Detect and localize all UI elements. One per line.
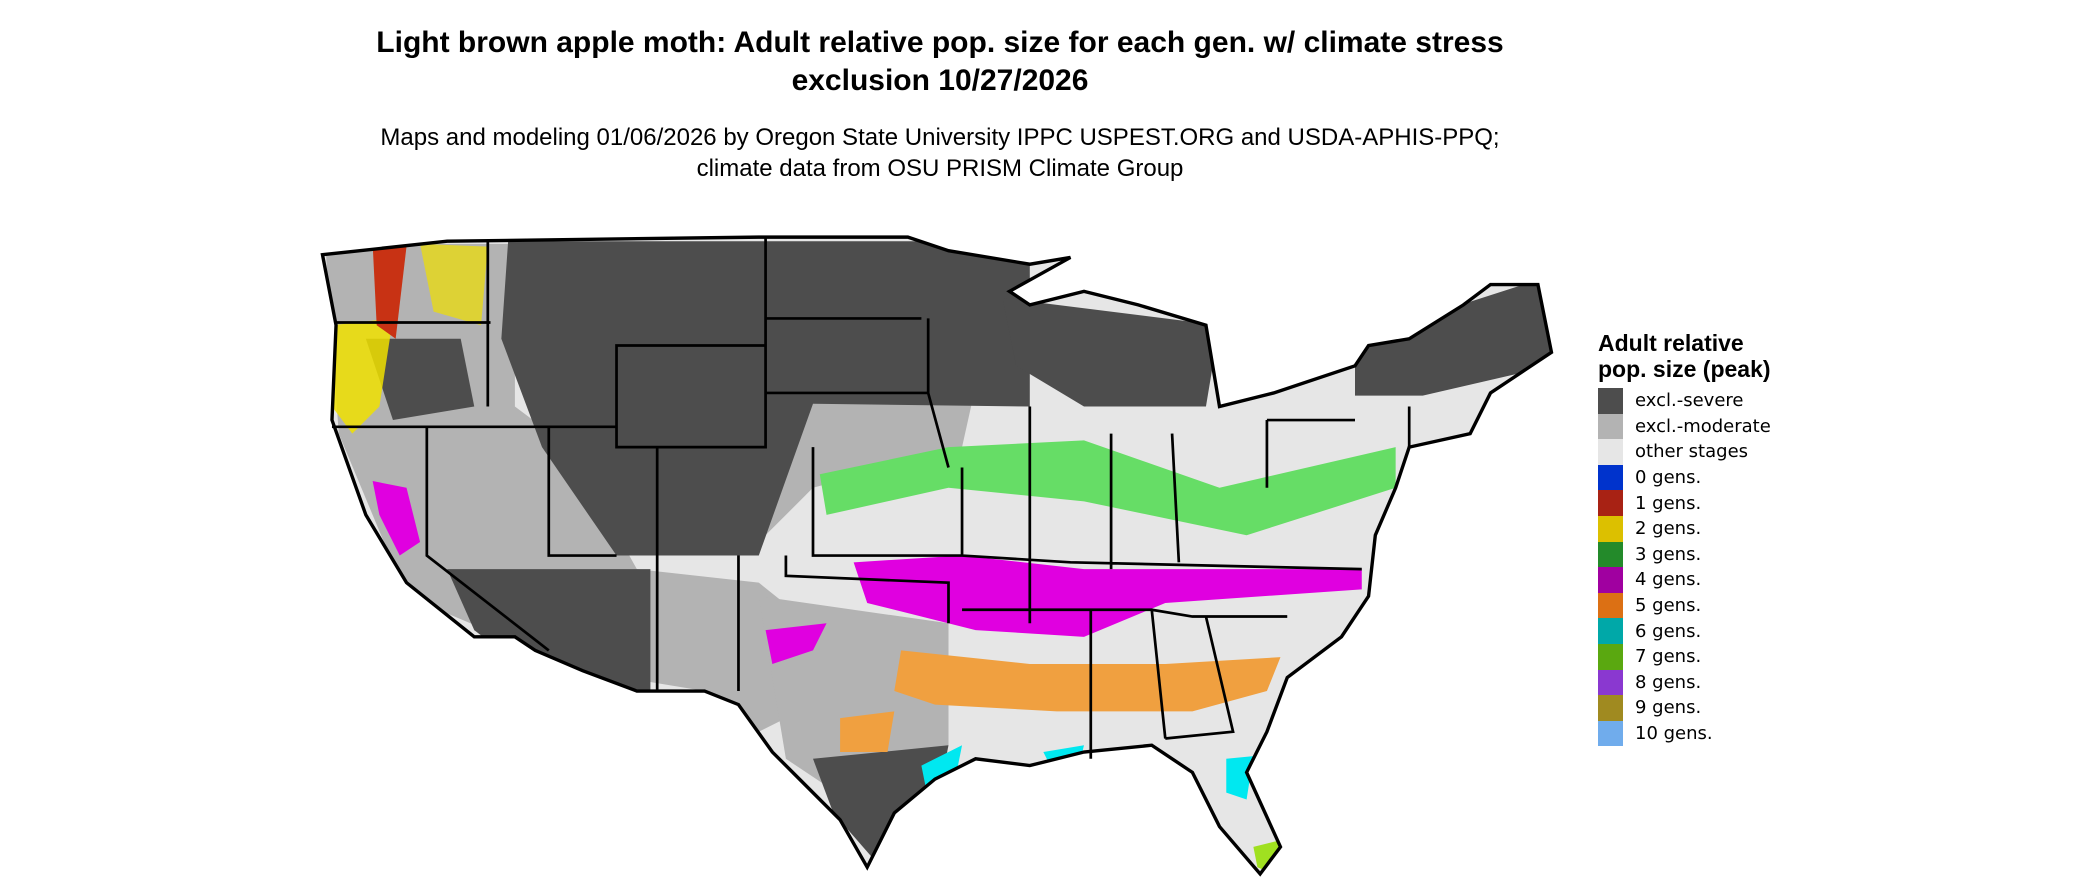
map-subtitle: Maps and modeling 01/06/2026 by Oregon S…	[380, 124, 1500, 182]
band-3-gens-midwest	[819, 440, 1396, 536]
legend-swatch	[1598, 695, 1623, 721]
region-severe-texas	[813, 745, 949, 868]
legend-item: 2 gens.	[1598, 515, 1798, 542]
legend-item: other stages	[1598, 439, 1798, 465]
legend-label: excl.-moderate	[1635, 415, 1771, 437]
legend-item: 4 gens.	[1598, 567, 1798, 593]
legend-swatch	[1598, 541, 1623, 568]
region-severe-greatlakes	[1002, 298, 1220, 407]
legend-swatch	[1598, 515, 1623, 542]
legend-label: 2 gens.	[1635, 518, 1702, 540]
legend-swatch	[1598, 490, 1623, 516]
legend-label: 6 gens.	[1635, 620, 1702, 642]
legend-item: 8 gens.	[1598, 669, 1798, 696]
legend-item: 3 gens.	[1598, 541, 1798, 568]
legend-label: 3 gens.	[1635, 543, 1702, 565]
legend-label: 5 gens.	[1635, 595, 1702, 617]
legend-item: 6 gens.	[1598, 618, 1798, 644]
legend-item: 1 gens.	[1598, 490, 1798, 516]
legend-swatch	[1598, 567, 1623, 593]
legend-label: 7 gens.	[1635, 646, 1702, 668]
legend-item: excl.-moderate	[1598, 413, 1798, 440]
legend-label: other stages	[1635, 441, 1749, 463]
legend-item: 9 gens.	[1598, 695, 1798, 721]
legend-label: 8 gens.	[1635, 671, 1702, 693]
legend-label: 10 gens.	[1635, 723, 1713, 745]
legend-swatch	[1598, 464, 1623, 491]
legend-swatch	[1598, 720, 1623, 747]
region-severe-northeast	[1355, 277, 1552, 396]
region-severe-southwest	[447, 569, 651, 692]
legend-item: 5 gens.	[1598, 592, 1798, 619]
legend-label: excl.-severe	[1635, 390, 1744, 412]
legend-title: Adult relative pop. size (peak)	[1598, 330, 1771, 382]
band-5-gens-texas	[840, 711, 895, 753]
legend-label: 4 gens.	[1635, 569, 1702, 591]
map-title: Light brown apple moth: Adult relative p…	[376, 26, 1504, 97]
legend-label: 0 gens.	[1635, 467, 1702, 489]
band-4-gens-california	[372, 481, 421, 556]
band-6-gens-coast	[921, 745, 1254, 800]
legend-swatch	[1598, 439, 1623, 465]
legend-item: 7 gens.	[1598, 643, 1798, 670]
legend-item: excl.-severe	[1598, 388, 1798, 414]
legend-label: 9 gens.	[1635, 697, 1702, 719]
legend-swatch	[1598, 669, 1623, 696]
band-2-gens-idaho	[420, 243, 488, 326]
legend-swatch	[1598, 592, 1623, 619]
legend-item: 10 gens.	[1598, 720, 1798, 747]
legend-swatch	[1598, 643, 1623, 670]
legend-swatch	[1598, 413, 1623, 440]
region-severe-nw	[365, 338, 475, 421]
map-legend: Adult relative pop. size (peak) excl.-se…	[1598, 330, 1798, 747]
legend-item: 0 gens.	[1598, 464, 1798, 491]
band-4-gens-texas	[765, 623, 827, 664]
band-1-gens-cascades	[372, 243, 407, 339]
band-2-gens-pacific	[331, 318, 393, 434]
legend-swatch	[1598, 388, 1623, 414]
state-boundaries	[320, 235, 1554, 876]
legend-swatch	[1598, 618, 1623, 644]
band-5-gens-gulf	[894, 650, 1281, 712]
legend-label: 1 gens.	[1635, 492, 1702, 514]
band-4-gens-south	[853, 555, 1362, 637]
